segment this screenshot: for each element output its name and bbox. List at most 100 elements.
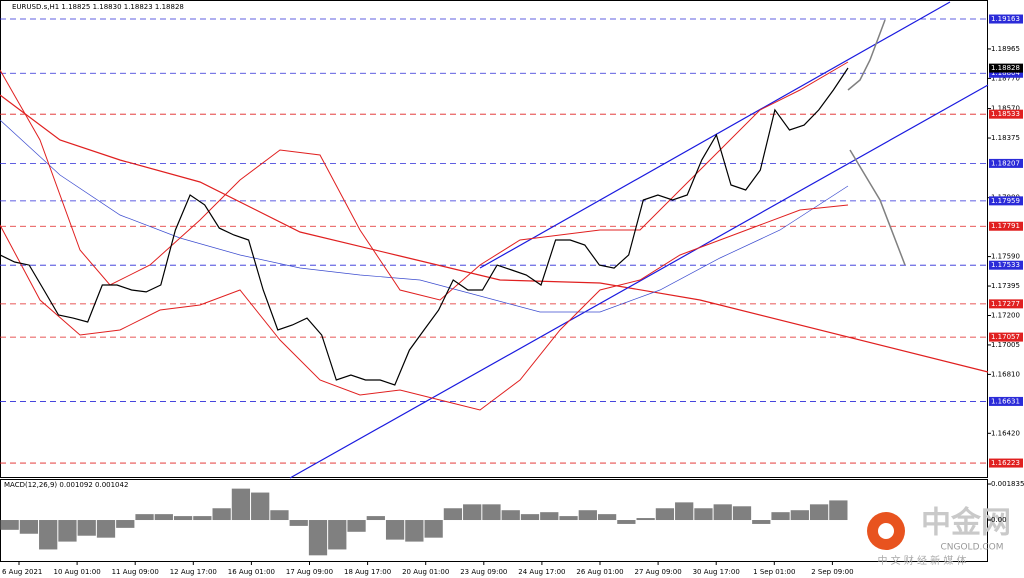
y-tick-label: 1.17200 bbox=[991, 311, 1020, 319]
macd-bar bbox=[559, 516, 578, 521]
x-tick-label: 26 Aug 01:00 bbox=[576, 568, 623, 576]
macd-bar bbox=[405, 520, 424, 542]
macd-bar bbox=[39, 520, 58, 550]
channel-upper bbox=[479, 1, 951, 269]
macd-bar bbox=[617, 520, 636, 524]
trend-line bbox=[0, 94, 989, 373]
macd-bar bbox=[578, 510, 597, 521]
macd-bar bbox=[694, 508, 713, 521]
macd-bar bbox=[366, 516, 385, 521]
level-box bbox=[989, 109, 1023, 119]
macd-bar bbox=[520, 514, 540, 521]
macd-bar bbox=[597, 514, 617, 521]
current-price-label: 1.18828 bbox=[991, 64, 1020, 72]
macd-bar bbox=[96, 520, 116, 538]
current-price-box bbox=[989, 63, 1023, 73]
macd-bar bbox=[482, 504, 501, 521]
macd-tick-label: 0.00 bbox=[991, 516, 1007, 524]
macd-bar bbox=[251, 492, 270, 521]
level-box bbox=[989, 396, 1023, 406]
watermark-slogan: 中 文 财 经 新 媒 体 bbox=[877, 554, 966, 567]
moving-average bbox=[0, 119, 849, 313]
y-tick-label: 1.18770 bbox=[991, 74, 1020, 82]
macd-bar bbox=[212, 508, 231, 521]
level-box bbox=[989, 299, 1023, 309]
x-tick-label: 10 Aug 01:00 bbox=[53, 568, 100, 576]
level-label: 1.17057 bbox=[991, 333, 1020, 341]
level-box bbox=[989, 458, 1023, 468]
y-tick-label: 1.18570 bbox=[991, 105, 1020, 113]
macd-bar bbox=[829, 500, 848, 521]
y-tick-label: 1.17395 bbox=[991, 282, 1020, 290]
level-box bbox=[989, 221, 1023, 231]
level-box bbox=[989, 14, 1023, 24]
macd-bar bbox=[636, 518, 655, 521]
level-label: 1.16631 bbox=[991, 397, 1020, 405]
macd-bar bbox=[193, 516, 212, 521]
x-tick-label: 16 Aug 01:00 bbox=[228, 568, 275, 576]
macd-bar bbox=[713, 504, 732, 521]
x-tick-label: 27 Aug 09:00 bbox=[634, 568, 681, 576]
macd-bar bbox=[752, 520, 771, 524]
macd-bar bbox=[675, 502, 694, 521]
macd-bar bbox=[424, 520, 443, 538]
level-label: 1.18804 bbox=[991, 69, 1020, 77]
level-box bbox=[989, 196, 1023, 206]
level-label: 1.18533 bbox=[991, 110, 1020, 118]
watermark-name: 中金网 bbox=[921, 506, 1011, 541]
x-tick-label: 11 Aug 09:00 bbox=[112, 568, 159, 576]
macd-title: MACD(12,26,9) 0.001092 0.001042 bbox=[4, 481, 128, 489]
x-tick-label: 1 Sep 01:00 bbox=[753, 568, 795, 576]
level-label: 1.17533 bbox=[991, 261, 1020, 269]
macd-bar bbox=[771, 512, 790, 521]
bollinger-upper bbox=[0, 61, 849, 301]
macd-bar bbox=[501, 510, 520, 521]
price-line bbox=[0, 67, 849, 386]
y-tick-label: 1.16420 bbox=[991, 429, 1020, 437]
x-tick-label: 2 Sep 09:00 bbox=[811, 568, 853, 576]
macd-bar bbox=[328, 520, 347, 550]
macd-bar bbox=[77, 520, 96, 536]
macd-bar bbox=[173, 516, 193, 521]
level-box bbox=[989, 260, 1023, 270]
macd-bar bbox=[790, 510, 809, 521]
macd-bar bbox=[19, 520, 39, 534]
watermark-site: CNGOLD.COM bbox=[940, 543, 1003, 553]
level-label: 1.19163 bbox=[991, 15, 1020, 23]
macd-bar bbox=[655, 508, 675, 521]
y-tick-label: 1.18965 bbox=[991, 45, 1020, 53]
x-tick-label: 12 Aug 17:00 bbox=[170, 568, 217, 576]
y-tick-label: 1.17005 bbox=[991, 341, 1020, 349]
macd-tick-label: 0.001835 bbox=[991, 480, 1024, 488]
macd-bar bbox=[58, 520, 77, 542]
macd-bar bbox=[463, 504, 482, 521]
header: EURUSD.s,H1 1.18825 1.18830 1.18823 1.18… bbox=[12, 3, 184, 11]
x-tick-label: 23 Aug 09:00 bbox=[460, 568, 507, 576]
x-tick-label: 24 Aug 17:00 bbox=[518, 568, 565, 576]
macd-bar bbox=[154, 514, 173, 521]
macd-bar bbox=[732, 506, 752, 521]
x-tick-label: 6 Aug 2021 bbox=[2, 568, 42, 576]
x-tick-label: 20 Aug 01:00 bbox=[402, 568, 449, 576]
bollinger-lower bbox=[0, 204, 849, 411]
level-label: 1.17959 bbox=[991, 197, 1020, 205]
macd-bar bbox=[540, 512, 559, 521]
logo-inner bbox=[878, 523, 894, 539]
macd-bar bbox=[116, 520, 135, 528]
projection-down bbox=[849, 149, 906, 266]
level-box bbox=[989, 158, 1023, 168]
macd-bar bbox=[270, 510, 289, 521]
macd-bar bbox=[809, 504, 829, 521]
x-tick-label: 18 Aug 17:00 bbox=[344, 568, 391, 576]
y-tick-label: 1.16810 bbox=[991, 370, 1020, 378]
macd-bar bbox=[385, 520, 405, 540]
x-tick-label: 17 Aug 09:00 bbox=[286, 568, 333, 576]
level-box bbox=[989, 68, 1023, 78]
level-box bbox=[989, 332, 1023, 342]
channel-lower bbox=[289, 84, 989, 479]
macd-bar bbox=[443, 508, 463, 521]
level-label: 1.18207 bbox=[991, 159, 1020, 167]
projection-up bbox=[847, 19, 886, 91]
